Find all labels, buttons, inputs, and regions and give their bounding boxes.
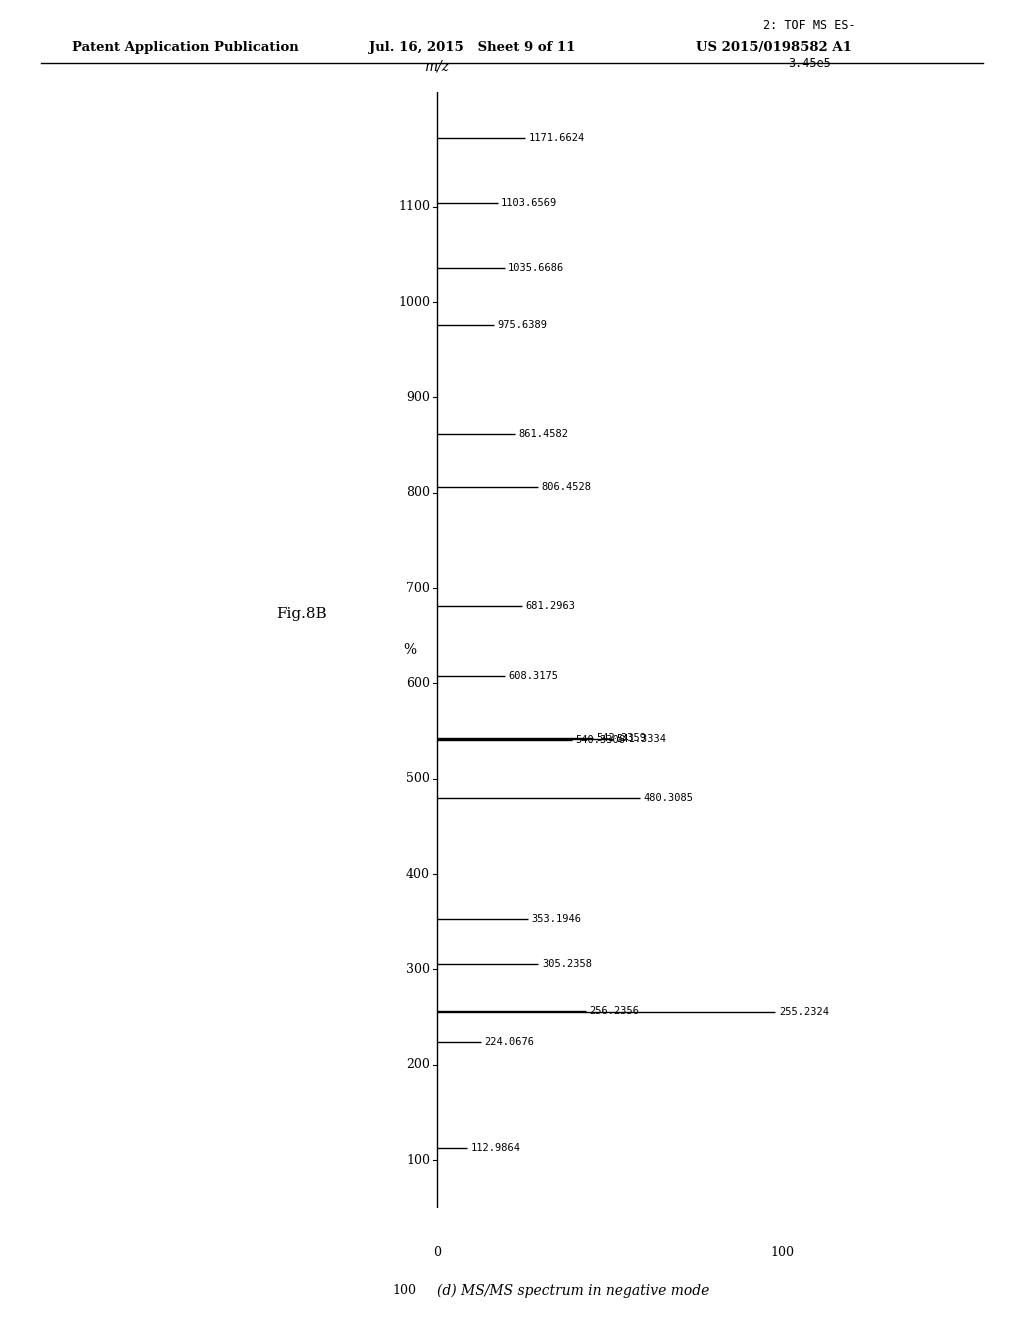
Text: 681.2963: 681.2963 bbox=[525, 601, 574, 611]
Text: 900: 900 bbox=[407, 391, 430, 404]
Text: 300: 300 bbox=[407, 964, 430, 975]
Text: 600: 600 bbox=[407, 677, 430, 690]
Text: Jul. 16, 2015   Sheet 9 of 11: Jul. 16, 2015 Sheet 9 of 11 bbox=[369, 41, 575, 54]
Text: 2: TOF MS ES-: 2: TOF MS ES- bbox=[763, 20, 856, 32]
Text: 1035.6686: 1035.6686 bbox=[508, 263, 564, 273]
Text: 353.1946: 353.1946 bbox=[531, 913, 582, 924]
Text: Patent Application Publication: Patent Application Publication bbox=[72, 41, 298, 54]
Text: 1100: 1100 bbox=[398, 201, 430, 214]
Text: %: % bbox=[403, 643, 417, 657]
Text: 112.9864: 112.9864 bbox=[471, 1143, 521, 1152]
Text: 540.3306: 540.3306 bbox=[575, 735, 626, 746]
Text: 800: 800 bbox=[407, 486, 430, 499]
Text: 100: 100 bbox=[770, 1246, 795, 1259]
Text: 100: 100 bbox=[392, 1284, 417, 1298]
Text: Fig.8B: Fig.8B bbox=[276, 607, 327, 620]
Text: 1000: 1000 bbox=[398, 296, 430, 309]
Text: 861.4582: 861.4582 bbox=[518, 429, 568, 440]
Text: 1171.6624: 1171.6624 bbox=[528, 133, 585, 144]
Text: (d) MS/MS spectrum in negative mode: (d) MS/MS spectrum in negative mode bbox=[437, 1284, 710, 1299]
Text: 1103.6569: 1103.6569 bbox=[501, 198, 557, 209]
Text: 975.6389: 975.6389 bbox=[498, 321, 548, 330]
Text: 400: 400 bbox=[407, 867, 430, 880]
Text: 305.2358: 305.2358 bbox=[542, 960, 592, 969]
Text: 700: 700 bbox=[407, 582, 430, 594]
Text: 200: 200 bbox=[407, 1059, 430, 1072]
Text: US 2015/0198582 A1: US 2015/0198582 A1 bbox=[696, 41, 852, 54]
Text: 806.4528: 806.4528 bbox=[542, 482, 592, 491]
Text: 256.2356: 256.2356 bbox=[589, 1006, 639, 1016]
Text: 224.0676: 224.0676 bbox=[484, 1036, 535, 1047]
Text: 480.3085: 480.3085 bbox=[643, 792, 693, 803]
Text: 608.3175: 608.3175 bbox=[508, 671, 558, 681]
Text: 500: 500 bbox=[407, 772, 430, 785]
Text: m/z: m/z bbox=[424, 59, 450, 74]
Text: 100: 100 bbox=[407, 1154, 430, 1167]
Text: 0: 0 bbox=[433, 1246, 441, 1259]
Text: 542.3359: 542.3359 bbox=[596, 734, 646, 743]
Text: 3.45e5: 3.45e5 bbox=[788, 57, 830, 70]
Text: 541.3334: 541.3334 bbox=[616, 734, 667, 744]
Text: 255.2324: 255.2324 bbox=[779, 1007, 828, 1018]
